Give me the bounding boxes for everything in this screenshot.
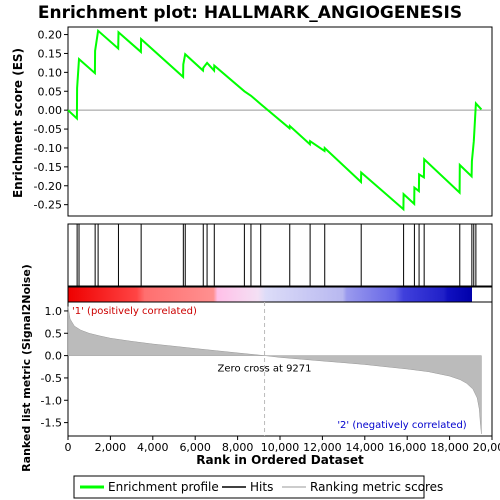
- es-y-ticks: -0.25 -0.20 -0.15 -0.10 -0.05 0.00 0.05 0.10 0.1…: [34, 29, 68, 212]
- rank-color-band: [68, 287, 472, 302]
- positive-correlation-label: '1' (positively correlated): [72, 306, 197, 317]
- es-tick-label: 0.00: [38, 104, 63, 117]
- x-tick-label: 16,000: [388, 441, 427, 454]
- metric-tick-label: -1.0: [41, 394, 62, 407]
- zero-cross-label: Zero cross at 9271: [218, 364, 312, 375]
- metric-tick-label: -0.5: [41, 372, 62, 385]
- metric-tick-label: 0.0: [45, 350, 63, 363]
- negative-correlation-label: '2' (negatively correlated): [337, 420, 466, 431]
- legend-metric-label: Ranking metric scores: [310, 480, 443, 494]
- hits-panel: [67, 223, 493, 287]
- metric-tick-label: 1.0: [45, 305, 63, 318]
- x-axis-ticks: 0 2,000 4,000 6,000 8,000 10,000 12,000 14,000 1…: [65, 436, 500, 454]
- hit-lines: [76, 224, 477, 286]
- x-tick-label: 6,000: [179, 441, 211, 454]
- x-axis-label: Rank in Ordered Dataset: [196, 453, 364, 467]
- enrichment-score-panel: -0.25 -0.20 -0.15 -0.10 -0.05 0.00 0.05 0.10 0.1…: [34, 26, 493, 217]
- x-tick-label: 18,000: [430, 441, 469, 454]
- x-tick-label: 2,000: [95, 441, 127, 454]
- es-tick-label: 0.10: [38, 66, 63, 79]
- legend-hits-label: Hits: [250, 480, 273, 494]
- legend-profile-label: Enrichment profile: [108, 480, 219, 494]
- x-tick-label: 8,000: [222, 441, 254, 454]
- enrichment-profile-line: [67, 28, 483, 212]
- es-tick-label: -0.05: [34, 123, 62, 136]
- es-tick-label: 0.05: [38, 85, 63, 98]
- ranked-metric-area: [67, 306, 482, 434]
- x-tick-label: 14,000: [346, 441, 385, 454]
- x-tick-label: 20,000: [473, 441, 500, 454]
- es-tick-label: -0.25: [34, 199, 62, 212]
- es-tick-label: 0.20: [38, 29, 63, 42]
- x-tick-label: 0: [65, 441, 72, 454]
- es-tick-label: -0.20: [34, 180, 62, 193]
- legend-frame: [73, 475, 425, 499]
- x-tick-label: 12,000: [303, 441, 342, 454]
- metric-y-ticks: -1.5 -1.0 -0.5 0.0 0.5 1.0: [41, 305, 68, 430]
- es-y-axis-label: Enrichment score (ES): [11, 48, 25, 198]
- legend: Enrichment profile Hits Ranking metric s…: [73, 475, 443, 499]
- x-tick-label: 4,000: [137, 441, 169, 454]
- es-tick-label: 0.15: [38, 47, 63, 60]
- hits-frame: [67, 223, 493, 287]
- es-tick-label: -0.10: [34, 142, 62, 155]
- metric-tick-label: 0.5: [45, 327, 63, 340]
- metric-tick-label: -1.5: [41, 417, 62, 430]
- metric-y-axis-label: Ranked list metric (Signal2Noise): [20, 264, 33, 472]
- es-tick-label: -0.15: [34, 161, 62, 174]
- x-tick-label: 10,000: [261, 441, 300, 454]
- chart-title: Enrichment plot: HALLMARK_ANGIOGENESIS: [38, 3, 462, 23]
- ranked-metric-panel: -1.5 -1.0 -0.5 0.0 0.5 1.0 Zero cross at 9271…: [41, 301, 493, 437]
